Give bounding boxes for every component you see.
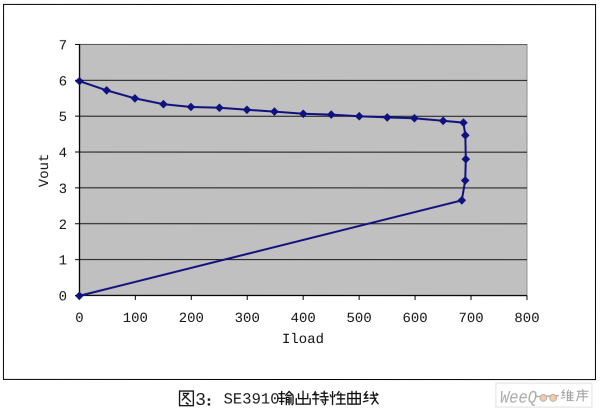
svg-text:6: 6: [59, 74, 67, 90]
svg-text:0: 0: [75, 311, 83, 327]
svg-text:200: 200: [179, 311, 204, 327]
svg-text:5: 5: [59, 110, 67, 126]
svg-text:400: 400: [291, 311, 316, 327]
svg-text:WeeQ: WeeQ: [500, 389, 537, 409]
svg-text:700: 700: [458, 311, 483, 327]
svg-text:1: 1: [59, 254, 67, 270]
svg-text:0: 0: [59, 289, 67, 305]
svg-text:Vout: Vout: [37, 154, 53, 188]
svg-text:500: 500: [346, 311, 371, 327]
svg-text:800: 800: [514, 311, 539, 327]
svg-text:300: 300: [235, 311, 260, 327]
svg-text:100: 100: [123, 311, 148, 327]
svg-text:3: 3: [195, 391, 206, 411]
svg-text:3: 3: [59, 182, 67, 198]
svg-text:4: 4: [59, 146, 67, 162]
svg-text:Iload: Iload: [282, 332, 324, 348]
svg-text:600: 600: [402, 311, 427, 327]
svg-text:2: 2: [59, 218, 67, 234]
svg-text:SE3910: SE3910: [224, 390, 280, 408]
svg-text:7: 7: [59, 38, 67, 54]
